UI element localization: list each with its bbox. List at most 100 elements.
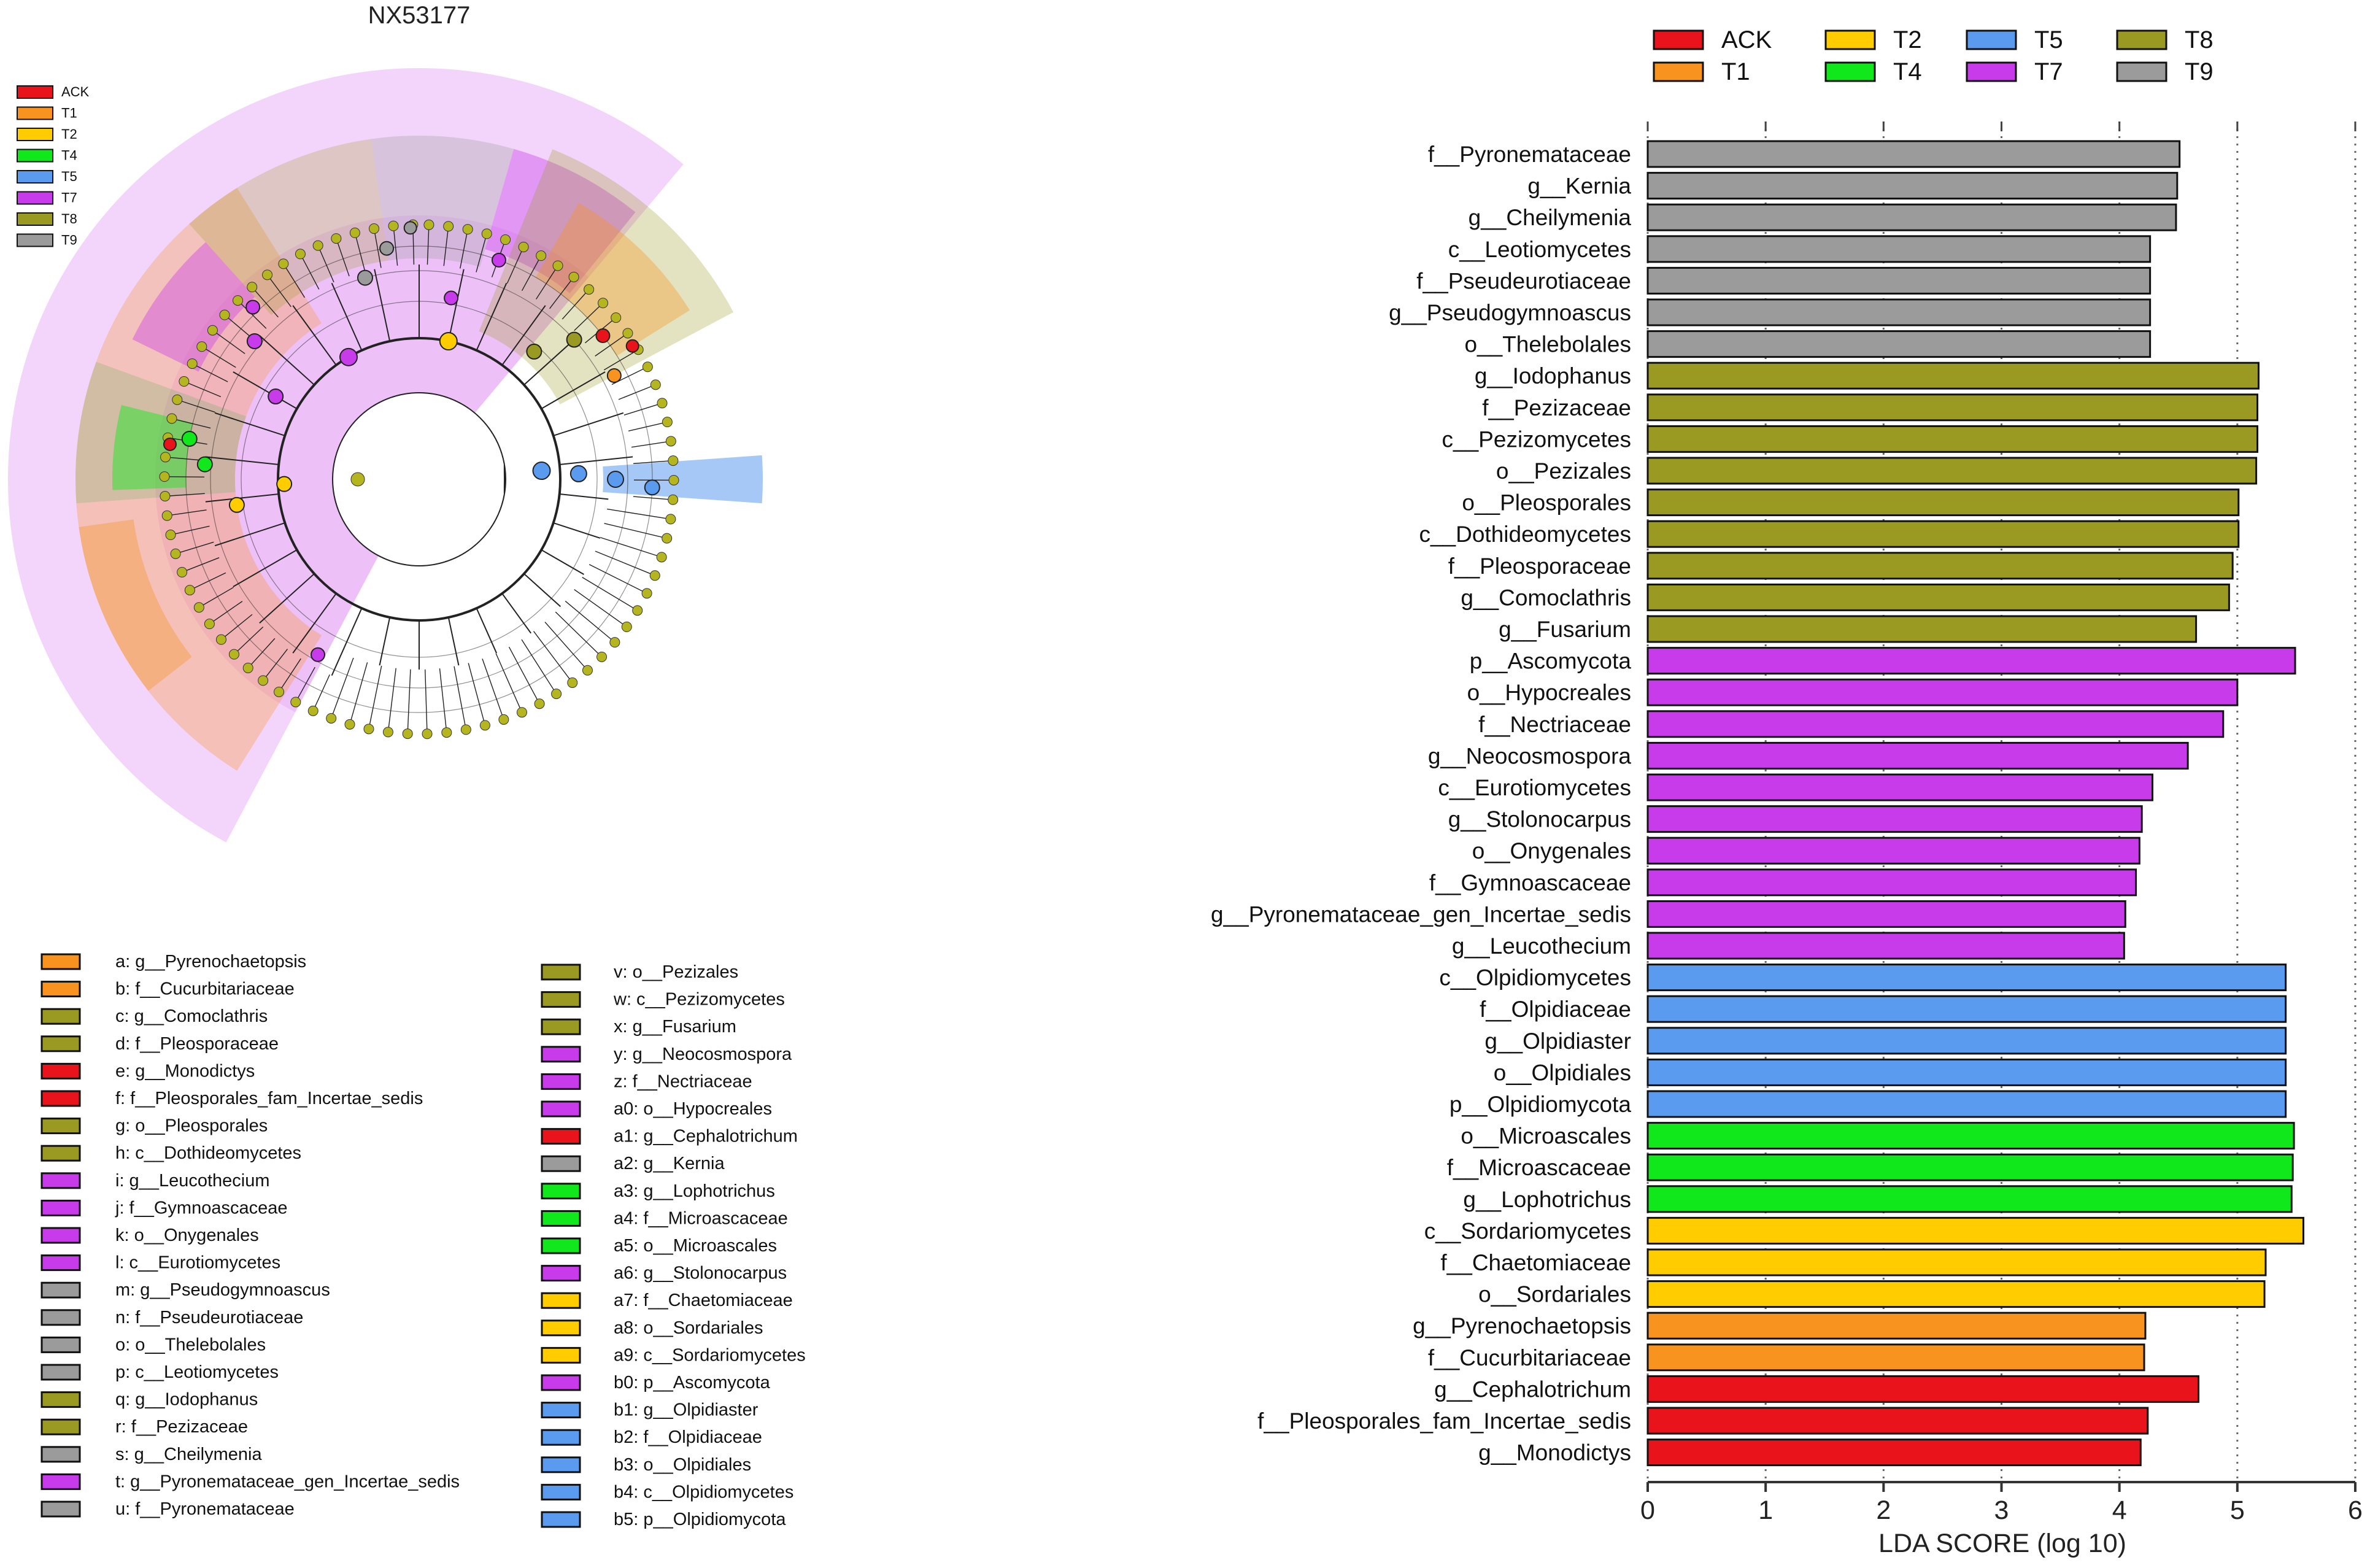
tree-leaf-node [247,282,258,293]
tree-biomarker-node [268,388,284,404]
tree-branch [259,335,315,385]
tree-leaf-node [500,234,511,245]
key-swatch-k [41,1227,81,1244]
tree-branch [331,657,354,719]
bar-label-c-pezizomycetes: c__Pezizomycetes [1442,427,1631,452]
bar-label-g-pyrenochaetopsis: g__Pyrenochaetopsis [1413,1313,1631,1338]
tree-branch [559,493,609,500]
bar-f-nectriaceae [1646,710,2225,738]
tree-branch [501,593,532,634]
tree-branch [476,282,508,351]
bar-label-c-leotiomycetes: c__Leotiomycetes [1448,237,1631,262]
tree-branch [368,665,382,729]
key-swatch-a1 [541,1128,581,1145]
bar-label-o-olpidiales: o__Olpidiales [1494,1060,1631,1085]
bar-o-hypocreales [1646,678,2239,706]
tree-branch [212,330,245,354]
tree-branch [267,274,291,307]
tree-branch [533,631,573,683]
tree-branch [604,523,667,539]
bar-label-g-stolonocarpus: g__Stolonocarpus [1448,807,1631,832]
key-swatch-o [41,1336,81,1353]
bar-c-leotiomycetes [1646,235,2152,263]
tree-core [333,393,504,565]
key-swatch-d [41,1035,81,1052]
tree-leaf-node [278,258,289,269]
tree-leaf-node [290,697,301,708]
tree-leaf-node [584,284,595,295]
tree-branch [582,577,638,611]
key-label-u: u: f__Pyronemataceae [115,1499,295,1519]
tree-leaf-node [344,719,355,730]
tree-branch [190,572,226,591]
tree-branch [295,666,315,703]
bar-g-cheilymenia [1646,203,2177,231]
tree-leaf-node [668,455,679,466]
tree-branch [205,493,279,503]
shade-microascaceae [112,405,193,490]
tree-leaf-node [479,720,490,731]
tree-leaf-node [443,221,454,232]
tree-biomarker-node [439,332,458,351]
key-label-r: r: f__Pezizaceae [115,1417,248,1437]
tree-branch [209,601,243,625]
key-label-m: m: g__Pseudogymnoascus [115,1280,330,1300]
key-swatch-q [41,1391,81,1408]
tree-branch [393,226,398,266]
legend-label-t1: T1 [1721,58,1750,85]
tree-leaf-node [160,452,171,463]
bar-g-stolonocarpus [1646,805,2143,833]
bar-g-pyrenochaetopsis [1646,1311,2147,1340]
clado-legend-label-t8: T8 [61,211,77,226]
tree-branch [183,380,222,398]
bar-label-f-cucurbitariaceae: f__Cucurbitariaceae [1428,1345,1631,1370]
clado-legend-swatch-t9 [17,233,53,247]
key-swatch-v [541,964,581,981]
tree-leaf-node [662,417,673,428]
tree-branch [476,233,487,272]
tree-branch [252,287,279,318]
key-label-b: b: f__Cucurbitariaceae [115,979,295,999]
bar-g-fusarium [1646,615,2198,643]
tree-branch [427,225,430,265]
legend-swatch-ack [1653,29,1704,50]
bar-c-sordariomycetes [1646,1216,2304,1245]
tree-branch [354,233,366,272]
legend-swatch-t4 [1824,61,1876,82]
tree-branch [553,412,624,436]
tree-root-node [350,472,365,487]
bar-o-thelebolales [1646,330,2152,358]
key-label-d: d: f__Pleosporaceae [115,1034,279,1054]
x-tick-label-1: 1 [1758,1496,1773,1525]
x-tick-label-0: 0 [1640,1496,1655,1525]
x-tick-label-6: 6 [2348,1496,2363,1525]
tree-biomarker-node [163,437,177,451]
lda-x-axis: 0 1 2 3 4 5 6 [1640,1481,2363,1525]
x-tick-label-5: 5 [2230,1496,2245,1525]
tree-leaf-node [650,379,661,390]
key-label-x: x: g__Fusarium [614,1017,736,1037]
key-swatch-x [541,1018,581,1035]
key-label-l: l: c__Eurotiomycetes [115,1253,280,1273]
bar-label-g-pseudogymnoascus: g__Pseudogymnoascus [1389,300,1631,325]
key-label-s: s: g__Cheilymenia [115,1445,262,1464]
cladogram-group-legend: ACK T1 T2 T4 T5 T7 T8 T9 [17,84,90,248]
key-label-y: y: g__Neocosmospora [614,1045,792,1064]
key-swatch-g [41,1118,81,1135]
bar-f-pezizaceae [1646,393,2259,422]
bar-label-p-ascomycota: p__Ascomycota [1470,649,1632,674]
key-swatch-e [41,1062,81,1079]
tree-leaf-node [193,602,204,613]
tree-leaf-node [516,707,527,718]
key-label-a7: a7: f__Chaetomiaceae [614,1291,793,1310]
tree-branch [541,549,584,575]
tree-biomarker-node [625,339,639,353]
key-swatch-a5 [541,1237,581,1254]
key-swatch-b4 [541,1483,581,1500]
bar-label-g-neocosmospora: g__Neocosmospora [1428,743,1632,768]
tree-branch [198,587,234,608]
x-tick-label-4: 4 [2112,1496,2127,1525]
lda-bar-labels: f__Pyronemataceae g__Kernia g__Cheilymenia… [1211,142,1631,1466]
legend-swatch-t8 [2116,29,2167,50]
key-swatch-s [41,1446,81,1463]
